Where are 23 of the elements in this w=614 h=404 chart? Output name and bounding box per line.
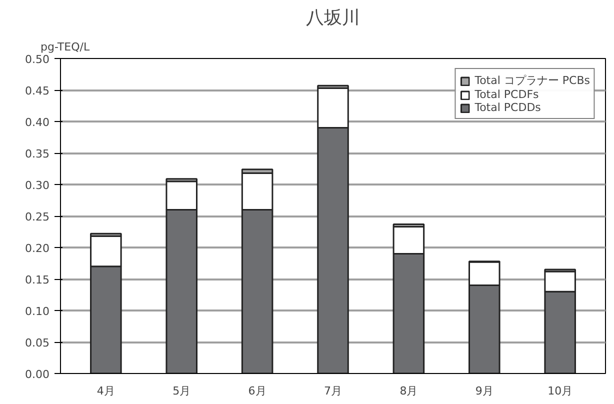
x-tick-label: 8月 (400, 384, 418, 398)
y-tick-label: 0.05 (25, 336, 50, 350)
x-tick-label: 5月 (172, 384, 191, 398)
legend-label: Total PCDFs (474, 88, 539, 101)
y-tick-label: 0.20 (25, 242, 50, 255)
legend-label: Total PCDDs (474, 101, 541, 114)
y-tick-label: 0.30 (25, 179, 50, 192)
y-tick-label: 0.15 (25, 274, 50, 286)
x-tick-label: 10月 (548, 384, 573, 398)
y-tick-label: 0.35 (25, 148, 50, 160)
x-tick-label: 6月 (248, 384, 266, 398)
y-tick-label: 0.50 (25, 53, 50, 66)
legend-label: Total コプラナー PCBs (474, 73, 590, 88)
y-axis-title: pg-TEQ/L (40, 40, 90, 54)
chart-title: 八坂川 (306, 8, 360, 28)
y-tick-label: 0.10 (25, 305, 50, 318)
y-tick-label: 0.40 (25, 116, 50, 129)
x-tick-label: 9月 (475, 384, 494, 398)
y-tick-label: 0.25 (25, 210, 50, 224)
x-tick-label: 7月 (324, 384, 342, 398)
y-tick-label: 0.00 (25, 368, 50, 381)
y-tick-label: 0.45 (25, 84, 50, 98)
x-tick-label: 4月 (96, 384, 115, 398)
